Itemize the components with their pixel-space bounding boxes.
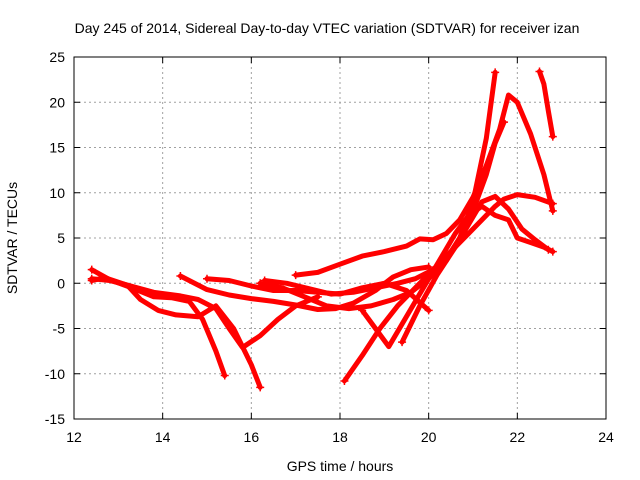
x-tick-label: 14 (155, 429, 171, 445)
series-line-arc-4 (177, 264, 432, 312)
x-tick-label: 24 (598, 429, 614, 445)
x-tick-label: 20 (421, 429, 437, 445)
series-marker-arc-8-start (291, 271, 300, 280)
x-tick-label: 16 (244, 429, 260, 445)
series-line-arc-12 (537, 69, 556, 140)
y-axis-label: SDTVAR / TECUs (4, 182, 20, 294)
series-marker-arc-12-start (535, 67, 544, 76)
series-marker-arc-8-end (548, 206, 557, 215)
series-marker-arc-9-end (548, 199, 557, 208)
series-line-arc-3 (89, 275, 321, 350)
y-tick-label: -10 (45, 366, 65, 382)
grid (74, 57, 606, 419)
series-marker-arc-12-end (548, 132, 557, 141)
series-line-arc-7 (262, 69, 498, 297)
series-marker-arc-3-start (87, 276, 96, 285)
series-group (87, 67, 557, 392)
y-tick-label: -5 (53, 321, 66, 337)
series-marker-arc-2-end (256, 383, 265, 392)
series-marker-arc-9-start (340, 376, 349, 385)
y-tick-label: 25 (49, 49, 65, 65)
chart-title: Day 245 of 2014, Sidereal Day-to-day VTE… (75, 20, 580, 36)
series-marker-arc-11-start (398, 338, 407, 347)
series-line-arc-1 (89, 267, 228, 379)
series-marker-arc-7-start (260, 276, 269, 285)
series-marker-arc-5-end (424, 306, 433, 315)
ticks: 12 14 16 18 20 22 24 -15 -10 -5 0 5 10 15 20 25 (45, 49, 614, 445)
x-tick-label: 12 (66, 429, 82, 445)
series-line-arc-10 (359, 203, 556, 350)
x-axis-label: GPS time / hours (287, 458, 394, 474)
y-tick-label: 5 (57, 230, 65, 246)
x-tick-label: 18 (332, 429, 348, 445)
y-tick-label: 10 (49, 185, 65, 201)
series-marker-arc-7-end (491, 68, 500, 77)
series-line-arc-8 (293, 92, 556, 278)
series-marker-arc-4-start (176, 272, 185, 281)
y-tick-label: 20 (49, 94, 65, 110)
series-line-arc-11 (399, 193, 551, 345)
x-tick-label: 22 (510, 429, 526, 445)
series-marker-arc-10-start (358, 306, 367, 315)
series-marker-arc-11-end (544, 245, 553, 254)
y-tick-label: 15 (49, 140, 65, 156)
series-marker-arc-1-end (220, 371, 229, 380)
y-tick-label: 0 (57, 275, 65, 291)
series-marker-arc-5-start (203, 274, 211, 283)
y-tick-label: -15 (45, 411, 65, 427)
series-marker-arc-6-start (256, 279, 265, 288)
series-marker-arc-1-start (87, 265, 96, 274)
